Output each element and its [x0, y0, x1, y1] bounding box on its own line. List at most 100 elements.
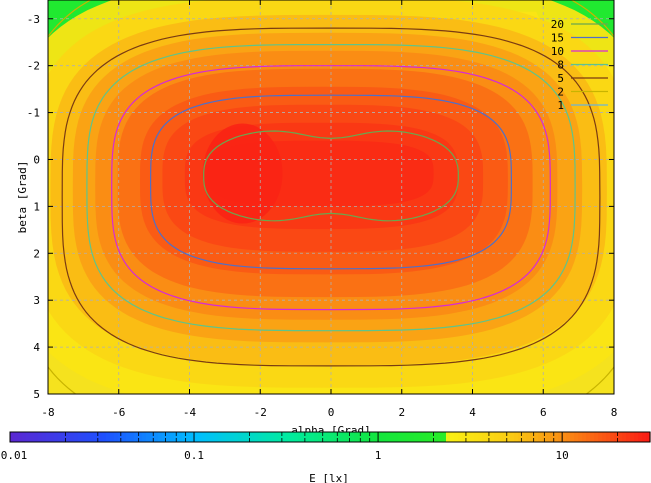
colorbar-segment	[294, 432, 299, 442]
contour-line-20	[203, 130, 459, 222]
colorbar-segment	[334, 432, 339, 442]
colorbar-segment	[410, 432, 415, 442]
colorbar-segment	[542, 432, 547, 442]
colorbar-segment	[366, 432, 371, 442]
colorbar-segment	[314, 432, 319, 442]
colorbar-segment	[422, 432, 427, 442]
colorbar-segment	[622, 432, 627, 442]
colorbar-segment	[38, 432, 43, 442]
colorbar-segment	[402, 432, 407, 442]
colorbar-segment	[130, 432, 135, 442]
colorbar-segment	[634, 432, 639, 442]
colorbar-segment	[202, 432, 207, 442]
colorbar-segment	[382, 432, 387, 442]
colorbar-segment	[286, 432, 291, 442]
colorbar-segment	[434, 432, 439, 442]
colorbar-segment	[570, 432, 575, 442]
colorbar-tick-label: 10	[556, 449, 569, 462]
colorbar-segment	[438, 432, 443, 442]
colorbar-segment	[262, 432, 267, 442]
colorbar-segment	[386, 432, 391, 442]
x-tick-label: -2	[254, 406, 267, 419]
colorbar-segment	[306, 432, 311, 442]
contour-line-8	[86, 44, 576, 332]
colorbar-segment	[74, 432, 79, 442]
y-tick-label: -3	[27, 13, 40, 26]
colorbar-segment	[282, 432, 287, 442]
colorbar-segment	[550, 432, 555, 442]
y-tick-label: 3	[33, 294, 40, 307]
colorbar-segment	[458, 432, 463, 442]
colorbar-segment	[270, 432, 275, 442]
colorbar-segment	[466, 432, 471, 442]
colorbar-segment	[54, 432, 59, 442]
colorbar-segment	[170, 432, 175, 442]
x-tick-label: 6	[540, 406, 547, 419]
colorbar-segment	[18, 432, 23, 442]
colorbar-segment	[602, 432, 607, 442]
colorbar-segment	[62, 432, 67, 442]
colorbar-segment	[258, 432, 263, 442]
colorbar-segment	[566, 432, 571, 442]
colorbar-segment	[518, 432, 523, 442]
contour-line-15	[149, 94, 513, 270]
y-tick-label: 1	[33, 200, 40, 213]
colorbar-segment	[98, 432, 103, 442]
y-tick-label: 5	[33, 388, 40, 401]
colorbar-segment	[322, 432, 327, 442]
colorbar-segment	[606, 432, 611, 442]
colorbar-segment	[390, 432, 395, 442]
y-tick-label: -2	[27, 60, 40, 73]
colorbar-segment	[514, 432, 519, 442]
colorbar-segment	[626, 432, 631, 442]
legend-label: 5	[557, 72, 564, 85]
colorbar-segment	[182, 432, 187, 442]
colorbar-segment	[290, 432, 295, 442]
colorbar-segment	[210, 432, 215, 442]
colorbar-tick-label: 0.1	[184, 449, 204, 462]
x-tick-label: 4	[469, 406, 476, 419]
colorbar-segment	[318, 432, 323, 442]
colorbar-segment	[470, 432, 475, 442]
colorbar-segment	[150, 432, 155, 442]
colorbar-segment	[502, 432, 507, 442]
colorbar-segment	[642, 432, 647, 442]
colorbar-segment	[106, 432, 111, 442]
colorbar-segment	[206, 432, 211, 442]
colorbar-segment	[266, 432, 271, 442]
legend-label: 15	[551, 32, 564, 45]
y-tick-label: 4	[33, 341, 40, 354]
x-tick-label: -8	[41, 406, 54, 419]
colorbar-segment	[218, 432, 223, 442]
colorbar-segment	[590, 432, 595, 442]
colorbar-segment	[162, 432, 167, 442]
colorbar-segment	[330, 432, 335, 442]
colorbar-segment	[510, 432, 515, 442]
colorbar-tick-label: 1	[375, 449, 382, 462]
colorbar-tick-label: 0.01	[1, 449, 28, 462]
colorbar-segment	[278, 432, 283, 442]
colorbar-segment	[578, 432, 583, 442]
colorbar-segment	[154, 432, 159, 442]
colorbar-segment	[166, 432, 171, 442]
x-tick-label: -4	[183, 406, 197, 419]
colorbar-segment	[478, 432, 483, 442]
colorbar-segment	[450, 432, 455, 442]
colorbar-segment	[614, 432, 619, 442]
colorbar-segment	[14, 432, 19, 442]
colorbar-segment	[646, 432, 651, 442]
colorbar-segment	[538, 432, 543, 442]
colorbar-segment	[186, 432, 191, 442]
colorbar-segment	[490, 432, 495, 442]
colorbar-segment	[346, 432, 351, 442]
colorbar-segment	[610, 432, 615, 442]
colorbar-segment	[442, 432, 447, 442]
colorbar-segment	[118, 432, 123, 442]
colorbar-segment	[362, 432, 367, 442]
colorbar-segment	[158, 432, 163, 442]
colorbar-segment	[142, 432, 147, 442]
colorbar-segment	[338, 432, 343, 442]
colorbar-segment	[454, 432, 459, 442]
